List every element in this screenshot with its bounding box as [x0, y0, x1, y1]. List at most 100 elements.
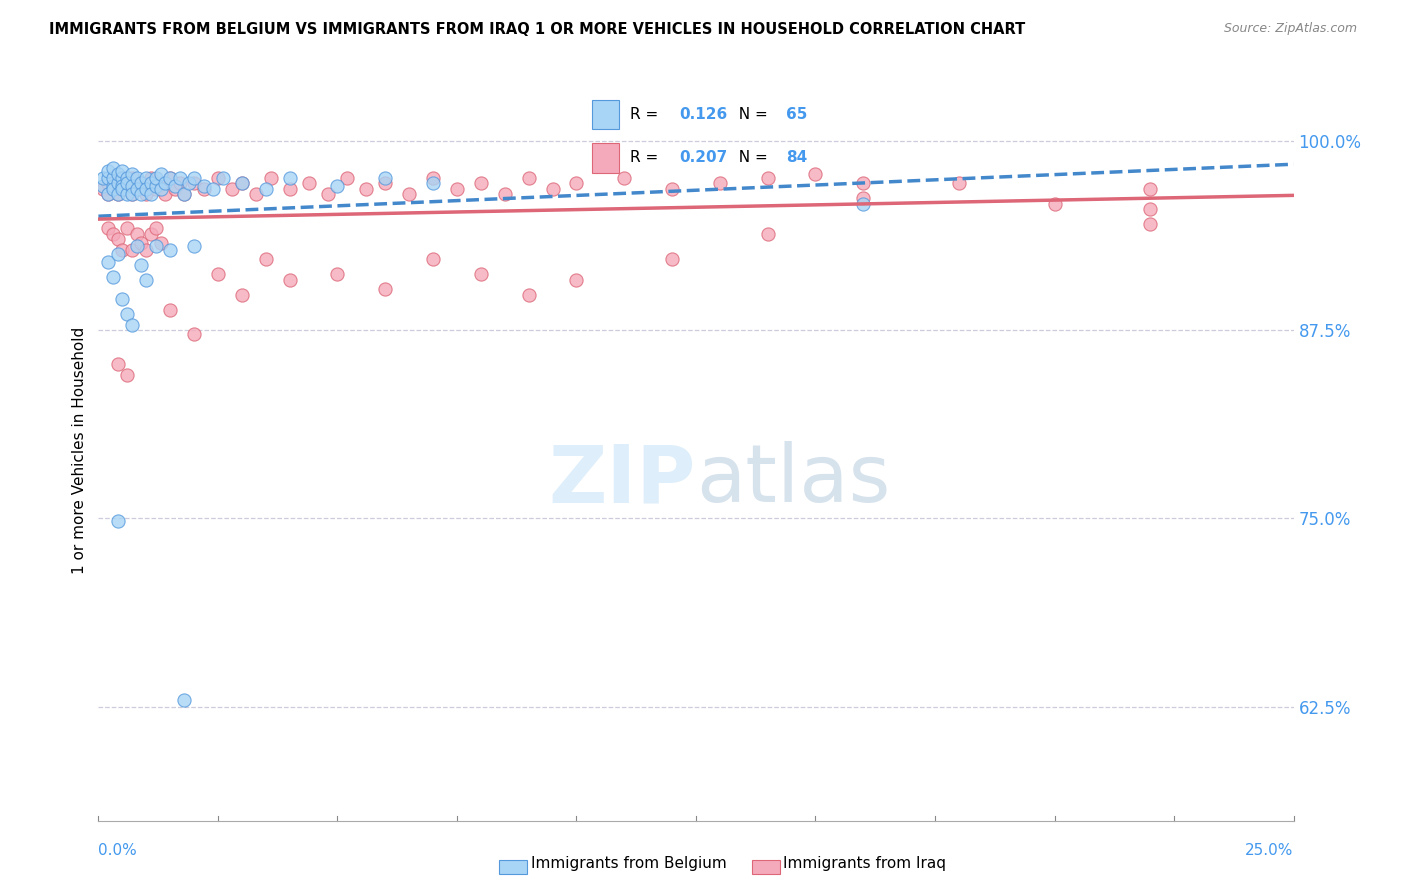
- Point: [107, 232, 129, 246]
- Point: [278, 171, 301, 186]
- Point: [211, 171, 233, 186]
- Point: [125, 171, 148, 186]
- Point: [115, 186, 138, 201]
- Point: [125, 182, 148, 196]
- Point: [470, 267, 492, 281]
- Bar: [592, 143, 619, 172]
- Point: [97, 254, 120, 268]
- Point: [135, 273, 157, 287]
- Point: [207, 267, 229, 281]
- Text: 0.207: 0.207: [679, 150, 728, 165]
- Point: [254, 182, 277, 196]
- Point: [183, 327, 205, 342]
- Point: [139, 186, 162, 201]
- Point: [107, 357, 129, 371]
- Text: Immigrants from Belgium: Immigrants from Belgium: [531, 856, 727, 871]
- Point: [155, 186, 177, 201]
- Point: [91, 182, 114, 196]
- Point: [115, 308, 138, 322]
- Text: ZIP: ZIP: [548, 441, 696, 519]
- Point: [97, 164, 120, 178]
- Point: [101, 227, 124, 242]
- Text: R =: R =: [630, 107, 664, 122]
- Point: [121, 171, 143, 186]
- Point: [107, 186, 129, 201]
- Point: [121, 179, 143, 194]
- Point: [326, 267, 349, 281]
- Point: [121, 243, 143, 257]
- Point: [517, 171, 540, 186]
- Text: N =: N =: [728, 150, 772, 165]
- Point: [121, 186, 143, 201]
- Point: [1139, 202, 1161, 216]
- Point: [145, 182, 167, 196]
- Point: [298, 176, 321, 190]
- Point: [1139, 217, 1161, 231]
- Text: 65: 65: [786, 107, 808, 122]
- Text: N =: N =: [728, 107, 772, 122]
- Point: [101, 182, 124, 196]
- Point: [804, 167, 827, 181]
- Point: [541, 182, 564, 196]
- Point: [245, 186, 267, 201]
- Text: R =: R =: [630, 150, 664, 165]
- Point: [183, 239, 205, 253]
- Point: [135, 182, 157, 196]
- Point: [565, 176, 588, 190]
- Point: [254, 252, 277, 266]
- Point: [852, 191, 875, 205]
- Point: [97, 221, 120, 235]
- Point: [231, 176, 253, 190]
- Point: [111, 293, 134, 307]
- Point: [374, 282, 396, 296]
- Point: [193, 182, 215, 196]
- Point: [159, 302, 181, 317]
- Point: [183, 171, 205, 186]
- Point: [149, 182, 172, 196]
- Point: [111, 171, 134, 186]
- Point: [101, 179, 124, 194]
- Point: [115, 368, 138, 382]
- Text: Source: ZipAtlas.com: Source: ZipAtlas.com: [1223, 22, 1357, 36]
- Point: [756, 171, 779, 186]
- Point: [135, 186, 157, 201]
- Point: [221, 182, 243, 196]
- Point: [115, 176, 138, 190]
- Point: [91, 171, 114, 186]
- Point: [169, 171, 191, 186]
- Text: IMMIGRANTS FROM BELGIUM VS IMMIGRANTS FROM IRAQ 1 OR MORE VEHICLES IN HOUSEHOLD : IMMIGRANTS FROM BELGIUM VS IMMIGRANTS FR…: [49, 22, 1025, 37]
- Point: [125, 239, 148, 253]
- Point: [125, 182, 148, 196]
- Point: [149, 167, 172, 181]
- Point: [374, 176, 396, 190]
- Point: [111, 182, 134, 196]
- Bar: [592, 100, 619, 129]
- Point: [145, 179, 167, 194]
- Point: [135, 171, 157, 186]
- Point: [107, 186, 129, 201]
- Point: [398, 186, 420, 201]
- Point: [661, 182, 683, 196]
- Point: [517, 288, 540, 302]
- Point: [101, 171, 124, 186]
- Point: [125, 227, 148, 242]
- Point: [121, 167, 143, 181]
- Point: [111, 164, 134, 178]
- Point: [422, 176, 444, 190]
- Point: [131, 176, 153, 190]
- Point: [149, 236, 172, 251]
- Point: [145, 221, 167, 235]
- Point: [91, 179, 114, 194]
- Point: [145, 171, 167, 186]
- Point: [422, 171, 444, 186]
- Text: Immigrants from Iraq: Immigrants from Iraq: [783, 856, 946, 871]
- Point: [173, 692, 195, 706]
- Point: [202, 182, 225, 196]
- Point: [259, 171, 281, 186]
- Point: [131, 236, 153, 251]
- Point: [316, 186, 339, 201]
- Point: [326, 179, 349, 194]
- Point: [139, 227, 162, 242]
- Point: [107, 247, 129, 261]
- Point: [422, 252, 444, 266]
